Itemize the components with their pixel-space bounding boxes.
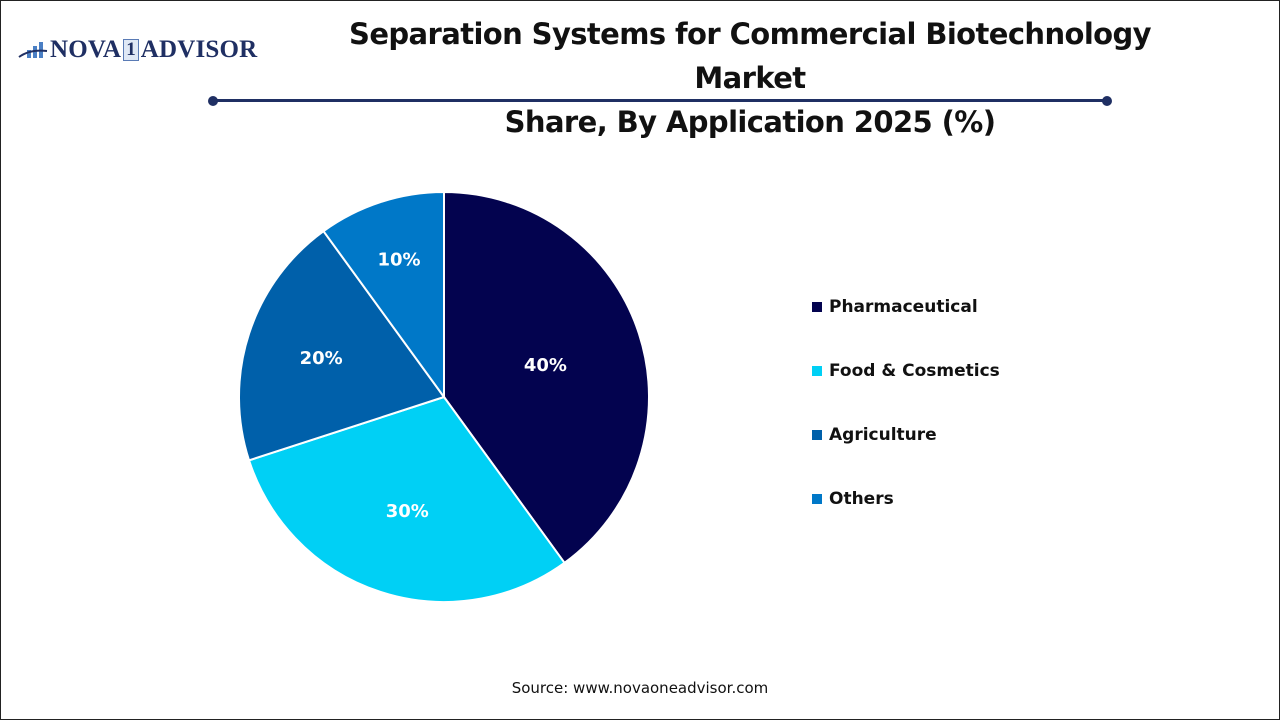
divider-endpoint-right [1102, 96, 1112, 106]
brand-logo: NOVA 1 ADVISOR [18, 36, 257, 64]
source-note: Source: www.novaoneadvisor.com [511, 679, 769, 697]
legend-swatch [812, 430, 822, 440]
legend-swatch [812, 366, 822, 376]
pie-slice-agriculture [238, 229, 446, 462]
legend-swatch [812, 494, 822, 504]
legend-item-pharmaceutical: Pharmaceutical [812, 275, 1000, 339]
chart-title-line-2: Share, By Application 2025 (%) [504, 105, 996, 139]
slice-label: 30% [386, 501, 429, 522]
bar-chart-swoosh-icon [18, 42, 48, 58]
legend-item-food-cosmetics: Food & Cosmetics [812, 339, 1000, 403]
slice-label: 40% [524, 355, 567, 376]
logo-text-nova: NOVA [50, 36, 122, 63]
legend-item-others: Others [812, 467, 1000, 531]
legend-label: Others [829, 489, 894, 509]
slice-label: 20% [300, 348, 343, 369]
slice-label: 10% [377, 250, 420, 271]
title-divider [213, 99, 1107, 102]
legend-swatch [812, 302, 822, 312]
legend-label: Agriculture [829, 425, 937, 445]
legend-label: Food & Cosmetics [829, 361, 1000, 381]
legend-label: Pharmaceutical [829, 297, 978, 317]
chart-title-line-1: Separation Systems for Commercial Biotec… [349, 17, 1152, 95]
legend-item-agriculture: Agriculture [812, 403, 1000, 467]
divider-endpoint-left [208, 96, 218, 106]
pie-slice-pharmaceutical [443, 190, 650, 565]
pie-slice-food-cosmetics [247, 395, 566, 604]
chart-legend: Pharmaceutical Food & Cosmetics Agricultur… [812, 295, 1000, 531]
logo-text-advisor: ADVISOR [140, 36, 258, 63]
pie-slice-others [322, 190, 445, 401]
chart-title: Separation Systems for Commercial Biotec… [290, 12, 1210, 144]
logo-one-box: 1 [123, 39, 139, 61]
